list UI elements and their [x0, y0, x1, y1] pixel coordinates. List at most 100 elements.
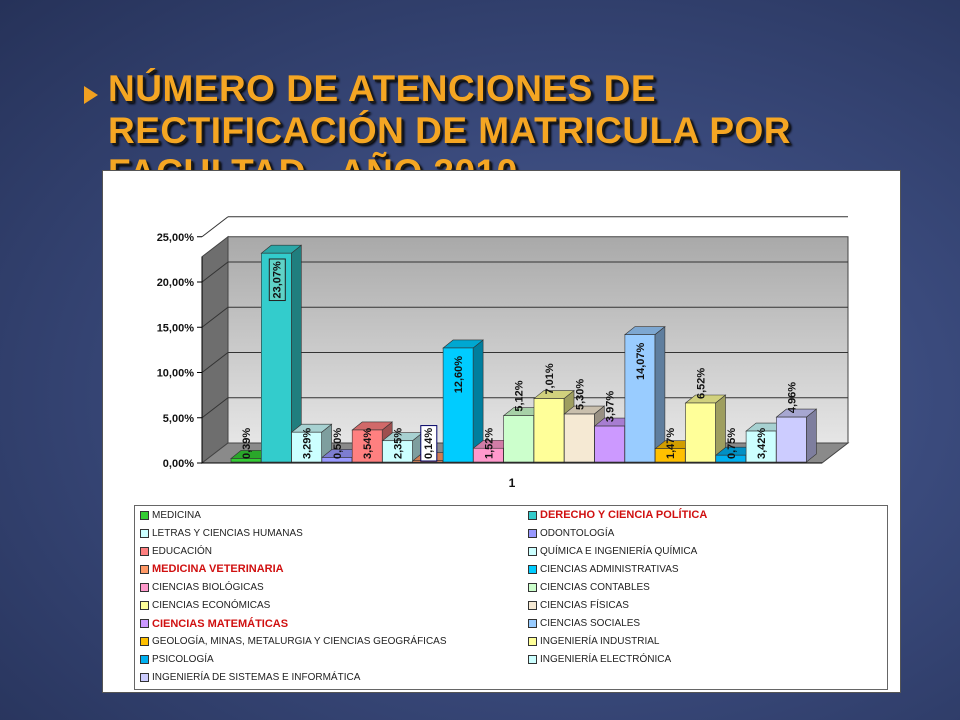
gridline-side	[201, 397, 229, 419]
data-label: 23,07%	[271, 261, 283, 299]
legend-label: CIENCIAS ECONÓMICAS	[152, 600, 271, 611]
bar-front	[745, 430, 777, 463]
bar-front	[776, 416, 807, 463]
legend-item: INGENIERÍA DE SISTEMAS E INFORMÁTICA	[140, 671, 360, 685]
legend-label: INGENIERÍA ELECTRÓNICA	[540, 654, 672, 666]
legend-label: GEOLOGÍA, MINAS, METALURGIA Y CIENCIAS G…	[152, 636, 447, 648]
bar-chart: 0,00% 5,00% 10,00% 15,00% 20,00% 25,00% 0,39%…	[157, 216, 850, 490]
bar-front	[473, 447, 504, 463]
bar-front	[594, 425, 625, 463]
data-label: 2,35%	[393, 428, 405, 459]
x-tick-label: 1	[509, 476, 516, 490]
bar-front	[563, 413, 595, 463]
x-axis: 1	[202, 462, 822, 490]
bar	[624, 326, 666, 463]
legend-swatch	[140, 582, 149, 592]
bar	[684, 394, 727, 463]
legend-swatch	[140, 655, 149, 665]
legend-swatch	[140, 546, 149, 556]
legend-label: LETRAS Y CIENCIAS HUMANAS	[152, 527, 303, 539]
chart-side-wall	[201, 235, 229, 465]
legend-swatch	[528, 637, 537, 647]
legend-swatch	[528, 546, 537, 556]
legend-item: CIENCIAS SOCIALES	[528, 617, 640, 631]
title-bullet-arrow-icon	[84, 86, 98, 104]
data-label: 0,50%	[332, 428, 344, 459]
bar	[290, 423, 333, 463]
data-label: 6,52%	[696, 368, 708, 399]
data-label: 3,54%	[362, 428, 374, 459]
legend-item: LETRAS Y CIENCIAS HUMANAS	[140, 526, 303, 540]
bar-side	[806, 408, 817, 463]
legend-item: QUÍMICA E INGENIERÍA QUÍMICA	[528, 544, 697, 558]
legend-swatch	[140, 564, 149, 574]
legend-swatch	[528, 601, 537, 610]
chart-legend: MEDICINA DERECHO Y CIENCIA POLÍTICA LETRAS…	[134, 505, 888, 690]
bar-front	[442, 347, 474, 463]
gridline-side	[201, 306, 229, 328]
data-label: 0,75%	[726, 428, 738, 459]
legend-label: INGENIERÍA DE SISTEMAS E INFORMÁTICA	[152, 672, 361, 684]
data-label: 1,47%	[665, 428, 677, 459]
legend-item: GEOLOGÍA, MINAS, METALURGIA Y CIENCIAS G…	[140, 635, 447, 649]
legend-label: CIENCIAS ADMINISTRATIVAS	[540, 563, 679, 575]
y-tick-label: 20,00%	[157, 277, 195, 289]
legend-label: CIENCIAS CONTABLES	[540, 581, 650, 593]
data-label: 12,60%	[453, 356, 465, 394]
data-label: 4,96%	[786, 382, 798, 413]
data-label-frame	[420, 425, 438, 462]
y-tick-label: 15,00%	[157, 322, 195, 334]
legend-item: DERECHO Y CIENCIA POLÍTICA	[528, 508, 707, 522]
legend-item: CIENCIAS ADMINISTRATIVAS	[528, 562, 679, 576]
data-label: 1,52%	[483, 428, 495, 459]
bar-front	[503, 415, 535, 463]
data-label: 3,42%	[756, 428, 768, 459]
gridline-side	[201, 261, 229, 283]
data-label: 5,12%	[514, 380, 526, 411]
legend-item: CIENCIAS FÍSICAS	[528, 599, 629, 613]
legend-item: PSICOLOGÍA	[140, 653, 214, 667]
legend-item: INGENIERÍA INDUSTRIAL	[528, 635, 659, 649]
gridline-side	[201, 352, 229, 373]
legend-item: CIENCIAS CONTABLES	[528, 580, 650, 594]
legend-swatch	[528, 619, 537, 629]
data-label: 14,07%	[635, 342, 647, 380]
legend-label: MEDICINA VETERINARIA	[152, 563, 284, 576]
legend-label: CIENCIAS FÍSICAS	[540, 600, 629, 611]
legend-label: DERECHO Y CIENCIA POLÍTICA	[540, 509, 708, 521]
legend-label: ODONTOLOGÍA	[540, 527, 615, 539]
legend-swatch	[140, 673, 149, 683]
bar-front	[321, 457, 353, 463]
bar	[381, 432, 424, 463]
bar-front	[624, 334, 656, 463]
bar	[442, 339, 484, 463]
legend-label: EDUCACIÓN	[152, 545, 213, 557]
legend-item: EDUCACIÓN	[140, 544, 212, 558]
legend-label: CIENCIAS SOCIALES	[540, 618, 641, 630]
y-tick-label: 0,00%	[163, 458, 194, 470]
data-label: 5,30%	[574, 379, 586, 410]
legend-item: CIENCIAS ECONÓMICAS	[140, 599, 270, 613]
data-label: 3,29%	[302, 428, 314, 459]
data-label: 0,39%	[241, 428, 253, 459]
legend-swatch	[528, 528, 537, 538]
legend-item: CIENCIAS MATEMÁTICAS	[140, 617, 288, 631]
legend-swatch	[140, 601, 149, 610]
legend-label: QUÍMICA E INGENIERÍA QUÍMICA	[540, 545, 698, 557]
bar-side	[654, 326, 666, 463]
legend-label: MEDICINA	[152, 509, 201, 521]
legend-swatch	[140, 637, 149, 647]
gridline-side	[201, 216, 229, 238]
legend-item: CIENCIAS BIOLÓGICAS	[140, 580, 264, 594]
bar-front	[382, 440, 413, 463]
bar-front	[533, 398, 565, 463]
bar-front	[291, 431, 322, 463]
legend-label: PSICOLOGÍA	[152, 654, 214, 666]
bar-front	[351, 429, 383, 463]
bar	[775, 408, 818, 463]
legend-swatch	[140, 510, 149, 520]
y-tick-label: 10,00%	[157, 368, 195, 380]
bar-front	[230, 458, 262, 463]
chart-data-labels: 0,39% 23,07% 3,29% 0,50% 3,54% 2,35% 0,14% 12,6…	[241, 258, 798, 462]
legend-swatch	[140, 528, 149, 538]
